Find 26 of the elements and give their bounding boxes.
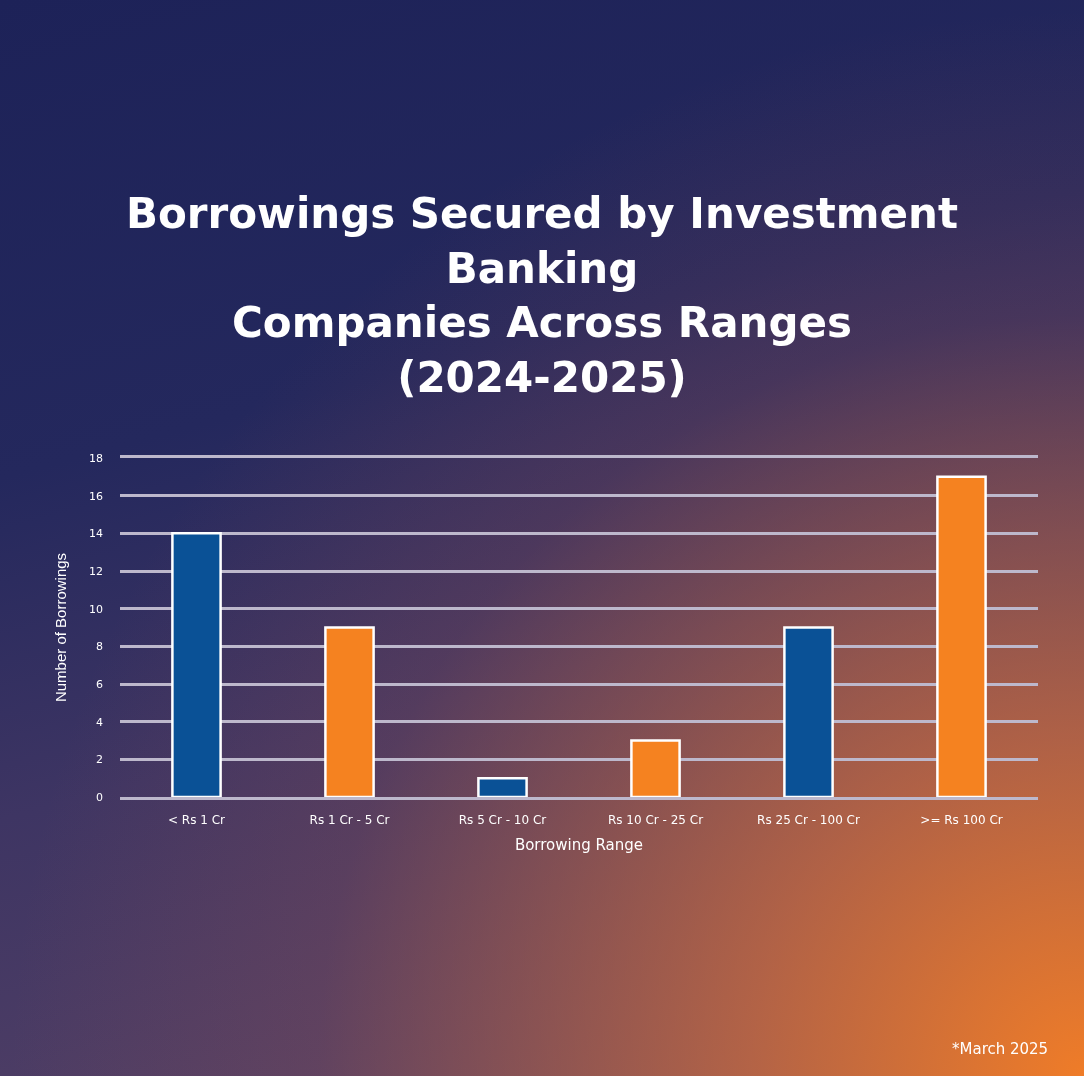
x-tick-label: Rs 10 Cr - 25 Cr xyxy=(607,813,704,828)
x-tick-label: Rs 1 Cr - 5 Cr xyxy=(309,813,390,828)
y-tick-label: 10 xyxy=(89,602,103,616)
y-tick-label: 4 xyxy=(96,715,103,729)
text: *March 2025 xyxy=(952,1040,1049,1058)
y-tick-label: 2 xyxy=(96,753,103,767)
bar xyxy=(171,532,222,797)
y-tick-label: 12 xyxy=(89,564,103,578)
bar xyxy=(936,475,987,797)
x-axis-title: Borrowing Range xyxy=(514,836,644,855)
y-tick-label: 16 xyxy=(89,489,103,503)
bar xyxy=(477,776,528,797)
chart-title: Borrowings Secured by Investment Banking Companies Across Ranges (2024-2025) xyxy=(125,189,959,402)
y-axis-title: Number of Borrowings xyxy=(52,552,70,703)
y-tick-label: 18 xyxy=(89,451,103,465)
bar xyxy=(324,626,375,797)
y-tick-label: 6 xyxy=(96,677,103,691)
bar xyxy=(783,626,834,797)
x-tick-label: < Rs 1 Cr xyxy=(167,813,226,828)
y-tick-label: 0 xyxy=(96,790,103,804)
x-tick-label: Rs 25 Cr - 100 Cr xyxy=(757,813,860,828)
x-tick-label: Rs 5 Cr - 10 Cr xyxy=(458,813,547,828)
y-tick-label: 8 xyxy=(96,640,103,654)
y-tick-label: 14 xyxy=(89,527,103,541)
x-tick-label: >= Rs 100 Cr xyxy=(920,813,1003,828)
bar xyxy=(630,739,681,797)
